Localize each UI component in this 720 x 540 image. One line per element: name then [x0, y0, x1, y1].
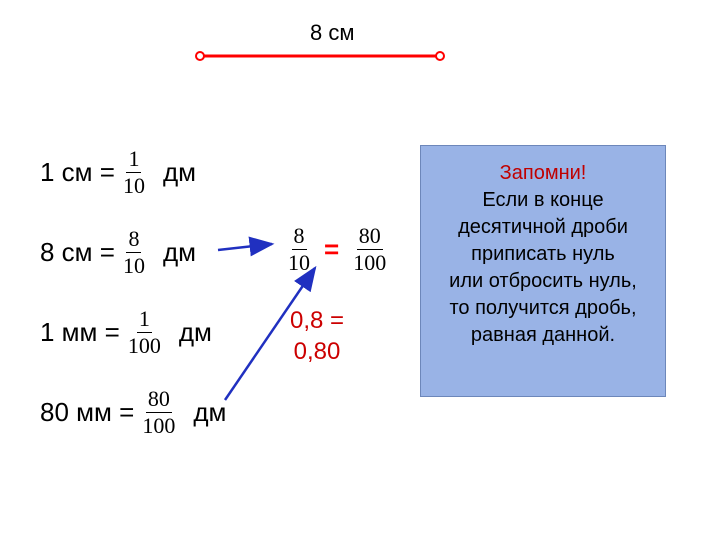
arrow-2 — [225, 268, 315, 400]
arrows — [0, 0, 720, 540]
arrow-1 — [218, 244, 272, 250]
